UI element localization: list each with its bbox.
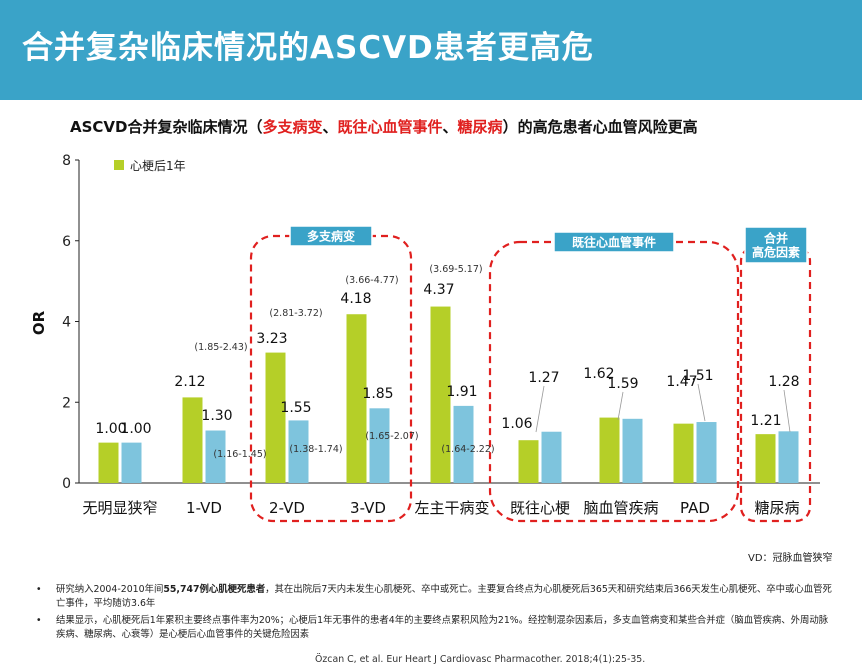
group-dashed-box xyxy=(488,240,740,523)
x-tick-label: 2-VD xyxy=(269,499,305,517)
subtitle-highlight-diabetes: 糖尿病 xyxy=(457,118,503,136)
chart-subtitle: ASCVD合并复杂临床情况（多支病变、既往心血管事件、糖尿病）的高危患者心血管风… xyxy=(70,116,698,137)
ci-label: (1.16-1.45) xyxy=(213,449,266,460)
data-label-blue: 1.30 xyxy=(201,408,232,424)
group-dashed-box xyxy=(739,245,812,523)
x-tick-label: 1-VD xyxy=(186,499,222,517)
bar-green xyxy=(346,314,367,483)
ci-label: (1.38-1.74) xyxy=(289,444,342,455)
bar-green xyxy=(599,417,620,483)
bar-blue xyxy=(696,422,717,483)
data-label-green: 4.18 xyxy=(340,291,371,307)
bar-green xyxy=(755,434,776,483)
bar-green xyxy=(98,442,119,483)
data-label-blue: 1.55 xyxy=(280,400,311,416)
group-label-box xyxy=(553,231,675,253)
bar-green xyxy=(518,440,539,483)
subtitle-highlight-prior-events: 既往心血管事件 xyxy=(337,118,443,136)
data-label-green: 1.47 xyxy=(666,374,697,390)
bar-blue xyxy=(453,405,474,483)
y-tick-label: 0 xyxy=(62,476,71,492)
label-leader-line xyxy=(617,391,624,421)
label-leader-line xyxy=(697,383,706,422)
x-tick-label: 左主干病变 xyxy=(414,499,489,517)
y-tick-label: 4 xyxy=(62,315,71,331)
x-tick-label: 既往心梗 xyxy=(510,499,570,517)
y-tick-label: 2 xyxy=(62,395,71,411)
x-tick-label: PAD xyxy=(680,499,710,517)
ci-label: (3.69-5.17) xyxy=(429,264,482,275)
subtitle-separator: 、 xyxy=(442,118,458,136)
group-label-box xyxy=(744,226,808,264)
subtitle-highlight-multivessel: 多支病变 xyxy=(262,118,323,136)
data-label-blue: 1.51 xyxy=(682,368,713,384)
data-label-blue: 1.27 xyxy=(528,370,559,386)
y-axis-title: OR xyxy=(30,310,48,335)
x-tick-label: 3-VD xyxy=(350,499,386,517)
group-label: 高危因素 xyxy=(752,245,800,260)
ci-label: (1.64-2.22) xyxy=(441,444,494,455)
reference-citation: Özcan C, et al. Eur Heart J Cardiovasc P… xyxy=(315,654,646,665)
data-label-blue: 1.00 xyxy=(120,421,151,437)
bar-blue xyxy=(288,420,309,483)
bar-green xyxy=(182,397,203,483)
label-leader-line xyxy=(783,389,791,433)
ci-label: (2.81-3.72) xyxy=(269,308,322,319)
data-label-green: 1.21 xyxy=(750,413,781,429)
subtitle-separator: 、 xyxy=(322,118,338,136)
data-label-green: 1.06 xyxy=(501,416,532,432)
subtitle-prefix: ASCVD合并复杂临床情况（ xyxy=(70,118,263,136)
data-label-blue: 1.59 xyxy=(607,376,638,392)
group-label-box xyxy=(289,225,373,247)
group-dashed-box xyxy=(249,234,413,523)
bar-green xyxy=(430,306,451,483)
group-label: 既往心血管事件 xyxy=(572,235,656,250)
note-text: 研究纳入2004-2010年间 xyxy=(56,584,164,595)
bullet-icon: • xyxy=(36,584,42,595)
data-label-blue: 1.91 xyxy=(446,384,477,400)
bar-blue xyxy=(121,442,142,483)
ci-label: (3.66-4.77) xyxy=(345,275,398,286)
ci-label: (1.65-2.07) xyxy=(365,431,418,442)
x-tick-label: 糖尿病 xyxy=(754,499,799,517)
data-label-green: 4.37 xyxy=(423,282,454,298)
bar-blue xyxy=(778,431,799,483)
bar-blue xyxy=(541,431,562,483)
note-item: • 研究纳入2004-2010年间55,747例心肌梗死患者，其在出院后7天内未… xyxy=(36,583,836,611)
y-tick-label: 8 xyxy=(62,153,71,169)
page-title: 合并复杂临床情况的ASCVD患者更高危 xyxy=(22,30,594,66)
x-tick-label: 无明显狭窄 xyxy=(82,499,157,517)
data-label-green: 1.00 xyxy=(95,421,126,437)
legend-swatch xyxy=(114,160,124,170)
group-label: 多支病变 xyxy=(307,229,355,244)
note-text: ，其在出院后7天内未发生心肌梗死、卒中或死亡。主要复合终点为心肌梗死后365天和… xyxy=(56,584,832,609)
group-label: 合并 xyxy=(764,231,788,246)
header-bar: 合并复杂临床情况的ASCVD患者更高危 xyxy=(0,0,862,100)
bar-green xyxy=(673,423,694,483)
bar-blue xyxy=(622,418,643,483)
data-label-blue: 1.28 xyxy=(768,374,799,390)
bar-blue xyxy=(369,408,390,483)
vd-footnote: VD：冠脉血管狭窄 xyxy=(748,553,833,564)
bar-green xyxy=(265,352,286,483)
study-notes: • 研究纳入2004-2010年间55,747例心肌梗死患者，其在出院后7天内未… xyxy=(36,583,836,645)
bar-blue xyxy=(205,430,226,483)
data-label-green: 1.62 xyxy=(583,366,614,382)
data-label-blue: 1.85 xyxy=(362,386,393,402)
note-item: • 结果显示，心肌梗死后1年累积主要终点事件率为20%；心梗后1年无事件的患者4… xyxy=(36,614,836,642)
x-tick-label: 脑血管疾病 xyxy=(583,499,658,517)
legend-label: 心梗后1年 xyxy=(130,158,186,173)
note-text: 结果显示，心肌梗死后1年累积主要终点事件率为20%；心梗后1年无事件的患者4年的… xyxy=(56,615,829,640)
ci-label: (1.85-2.43) xyxy=(194,342,247,353)
data-label-green: 2.12 xyxy=(174,374,205,390)
data-label-green: 3.23 xyxy=(256,331,287,347)
note-bold-text: 55,747例心肌梗死患者 xyxy=(163,584,266,595)
bullet-icon: • xyxy=(36,615,42,626)
y-tick-label: 6 xyxy=(62,234,71,250)
label-leader-line xyxy=(535,385,545,433)
subtitle-suffix: ）的高危患者心血管风险更高 xyxy=(502,118,698,136)
